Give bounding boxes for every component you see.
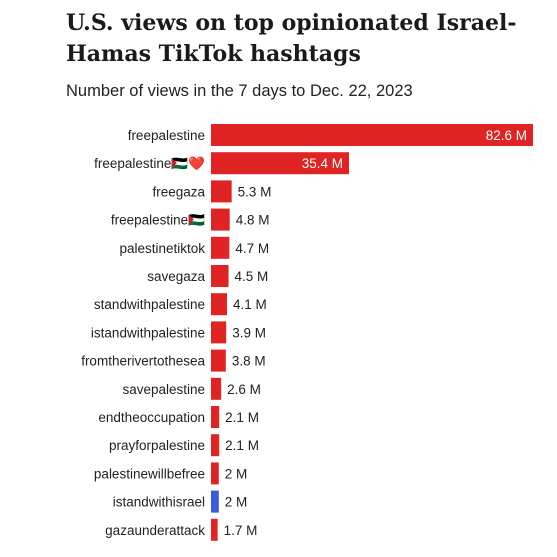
value-label-1: 35.4 M — [302, 156, 343, 171]
value-label-5: 4.5 M — [235, 269, 269, 284]
value-label-8: 3.8 M — [232, 354, 266, 369]
category-label-11: prayforpalestine — [109, 438, 205, 453]
bar-4 — [211, 236, 230, 259]
category-label-10: endtheoccupation — [98, 410, 205, 425]
category-label-3: freepalestine🇵🇸 — [111, 213, 205, 228]
bar-6 — [211, 293, 227, 316]
bar-1 — [211, 152, 349, 175]
category-label-1: freepalestine🇵🇸❤️ — [94, 156, 205, 171]
value-label-3: 4.8 M — [236, 213, 270, 228]
category-label-14: gazaunderattack — [105, 523, 205, 538]
category-label-9: savepalestine — [122, 382, 205, 397]
category-label-6: standwithpalestine — [94, 297, 205, 312]
category-label-7: istandwithpalestine — [91, 325, 205, 340]
category-label-2: freegaza — [152, 184, 205, 199]
value-label-10: 2.1 M — [225, 410, 259, 425]
bar-11 — [211, 434, 220, 457]
bar-2 — [211, 180, 232, 203]
value-label-2: 5.3 M — [238, 184, 272, 199]
bar-12 — [211, 462, 219, 485]
bar-14 — [211, 518, 218, 541]
chart-title: U.S. views on top opinionated Israel-Ham… — [66, 10, 517, 67]
category-label-0: freepalestine — [128, 128, 205, 143]
value-label-7: 3.9 M — [232, 325, 266, 340]
bar-13 — [211, 490, 219, 513]
bar-10 — [211, 406, 220, 428]
value-label-6: 4.1 M — [233, 297, 267, 312]
bar-8 — [211, 349, 226, 372]
value-label-12: 2 M — [225, 466, 248, 481]
chart-subtitle: Number of views in the 7 days to Dec. 22… — [66, 82, 413, 100]
bar-0 — [211, 124, 533, 146]
value-label-0: 82.6 M — [486, 128, 527, 143]
bar-3 — [211, 208, 230, 231]
value-label-4: 4.7 M — [235, 241, 269, 256]
value-label-11: 2.1 M — [225, 438, 259, 453]
category-label-4: palestinetiktok — [119, 241, 205, 256]
category-label-5: savegaza — [147, 269, 205, 284]
bar-9 — [211, 377, 222, 400]
category-label-8: fromtherivertothesea — [81, 354, 205, 369]
category-label-13: istandwithisrael — [113, 495, 205, 510]
value-label-13: 2 M — [225, 495, 248, 510]
bar-5 — [211, 265, 229, 287]
value-label-14: 1.7 M — [224, 523, 258, 538]
bar-7 — [211, 321, 227, 344]
value-label-9: 2.6 M — [227, 382, 261, 397]
category-label-12: palestinewillbefree — [94, 466, 205, 481]
